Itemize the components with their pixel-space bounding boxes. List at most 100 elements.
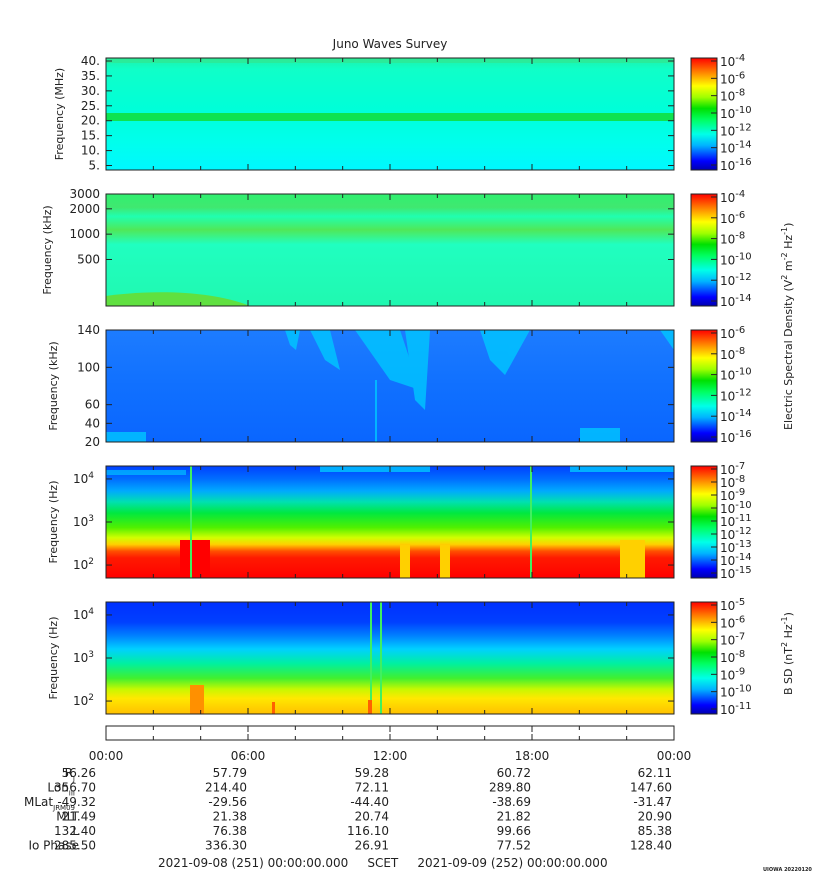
panel-2-spectrogram	[106, 194, 674, 306]
ephemeris-value: 336.30	[205, 839, 247, 853]
ephemeris-value: 285.50	[54, 839, 96, 853]
y-tick-label: 60	[85, 398, 100, 412]
y-tick-label: 3000	[69, 187, 100, 201]
colorbar-tick-label: 10-10	[720, 367, 752, 383]
colorbar	[690, 329, 718, 443]
colorbar-tick-label: 10-12	[720, 122, 752, 138]
ephemeris-value: 132.40	[54, 824, 96, 838]
y-tick-label: 104	[73, 607, 94, 622]
ephemeris-label: Io Phase	[28, 839, 79, 853]
colorbar-tick-label: 10-4	[720, 189, 745, 205]
panel-2-low-emission	[106, 292, 250, 306]
ephemeris-value: 85.38	[638, 824, 672, 838]
colorbar-tick-label: 10-11	[720, 513, 752, 529]
colorbar-tick-label: 10-15	[720, 565, 752, 581]
y-tick-label: 5.	[89, 159, 100, 173]
ephemeris-value: 57.79	[213, 766, 247, 780]
panel-4-emissions	[106, 466, 674, 578]
ephemeris-value: 20.90	[638, 810, 672, 824]
time-axis-ticks	[105, 58, 675, 740]
colorbars: 10-410-610-810-1010-1210-1410-1610-410-6…	[690, 53, 752, 717]
colorbar-tick-label: 10-8	[720, 474, 745, 490]
colorbar-tick-label: 10-7	[720, 632, 745, 648]
colorbar-tick-label: 10-10	[720, 500, 752, 516]
y-axis-label: Frequency (MHz)	[53, 68, 66, 160]
ephemeris-value: 21.38	[213, 810, 247, 824]
ephemeris-value: 72.11	[355, 781, 389, 795]
y-tick-label: 103	[73, 514, 94, 529]
colorbar-tick-label: 10-6	[720, 210, 745, 226]
ephemeris-label: RJ	[65, 766, 75, 783]
y-axis-label: Frequency (kHz)	[41, 205, 54, 294]
colorbar-tick-label: 10-16	[720, 157, 752, 173]
y-tick-label: 20	[85, 435, 100, 449]
colorbar	[690, 601, 718, 715]
magnetic-colorbar-label: B SD (nT2 Hz-1)	[780, 612, 795, 695]
panel-1-band	[106, 113, 674, 121]
colorbar-tick-label: 10-10	[720, 684, 752, 700]
colorbar-tick-label: 10-12	[720, 387, 752, 403]
time-tick-label: 12:00	[373, 749, 408, 763]
ephemeris-value: 77.52	[497, 839, 531, 853]
colorbar	[690, 465, 718, 579]
colorbar-tick-label: 10-8	[720, 649, 745, 665]
colorbar-tick-label: 10-11	[720, 701, 752, 717]
colorbar-tick-label: 10-14	[720, 140, 752, 156]
colorbar-tick-label: 10-14	[720, 408, 752, 424]
ephemeris-value: 20.74	[355, 810, 389, 824]
y-axis-label: Frequency (kHz)	[47, 341, 60, 430]
chart-title: Juno Waves Survey	[332, 37, 448, 51]
y-tick-label: 100	[77, 360, 100, 374]
ephemeris-label: MLatJRM09	[24, 795, 75, 812]
colorbar-tick-label: 10-4	[720, 53, 745, 69]
y-axes: 5.10.15.20.25.30.35.40. Frequency (MHz) 50…	[41, 54, 674, 708]
y-tick-label: 2000	[69, 202, 100, 216]
colorbar-tick-label: 10-8	[720, 346, 745, 362]
y-tick-label: 30.	[81, 84, 100, 98]
time-tick-label: 00:00	[657, 749, 692, 763]
colorbar-tick-label: 10-14	[720, 552, 752, 568]
ephemeris-value: 76.38	[213, 824, 247, 838]
ephemeris-value: 26.91	[355, 839, 389, 853]
ephemeris-value: 56.26	[62, 766, 96, 780]
y-tick-label: 103	[73, 650, 94, 665]
colorbar-tick-label: 10-16	[720, 429, 752, 445]
time-tick-label: 18:00	[515, 749, 550, 763]
y-tick-label: 140	[77, 323, 100, 337]
version-stamp: UIOWA 20220120	[763, 867, 812, 873]
colorbar-tick-label: 10-6	[720, 614, 745, 630]
colorbar-tick-label: 10-9	[720, 666, 745, 682]
footer-start: 2021-09-08 (251) 00:00:00.000	[158, 856, 349, 870]
colorbar-tick-label: 10-6	[720, 325, 745, 341]
colorbar-tick-label: 10-10	[720, 105, 752, 121]
ephemeris-value: -49.32	[57, 795, 96, 809]
panel-5-emissions	[190, 602, 382, 714]
y-tick-label: 104	[73, 471, 94, 486]
y-tick-label: 102	[73, 693, 94, 708]
colorbar-tick-label: 10-7	[720, 461, 745, 477]
y-tick-label: 1000	[69, 227, 100, 241]
ephemeris-value: 21.49	[62, 810, 96, 824]
ephemeris-value: 128.40	[630, 839, 672, 853]
ephemeris-value: -38.69	[492, 795, 531, 809]
colorbar-tick-label: 10-6	[720, 70, 745, 86]
y-tick-label: 40.	[81, 54, 100, 68]
ephemeris-value: 289.80	[489, 781, 531, 795]
ephemeris-label: L	[72, 824, 79, 838]
ephemeris-value: 116.10	[347, 824, 389, 838]
colorbar-tick-label: 10-12	[720, 272, 752, 288]
y-tick-label: 20.	[81, 114, 100, 128]
footer-scet: 2021-09-08 (251) 00:00:00.000 SCET 2021-…	[158, 856, 608, 870]
y-tick-label: 35.	[81, 69, 100, 83]
colorbar-tick-label: 10-12	[720, 526, 752, 542]
time-tick-label: 00:00	[89, 749, 124, 763]
y-tick-label: 40	[85, 416, 100, 430]
colorbar-tick-label: 10-5	[720, 597, 745, 613]
y-axis-label: Frequency (Hz)	[47, 617, 60, 700]
ephemeris-value: -31.47	[633, 795, 672, 809]
y-tick-label: 25.	[81, 99, 100, 113]
y-tick-label: 10.	[81, 144, 100, 158]
ephemeris-value: 147.60	[630, 781, 672, 795]
